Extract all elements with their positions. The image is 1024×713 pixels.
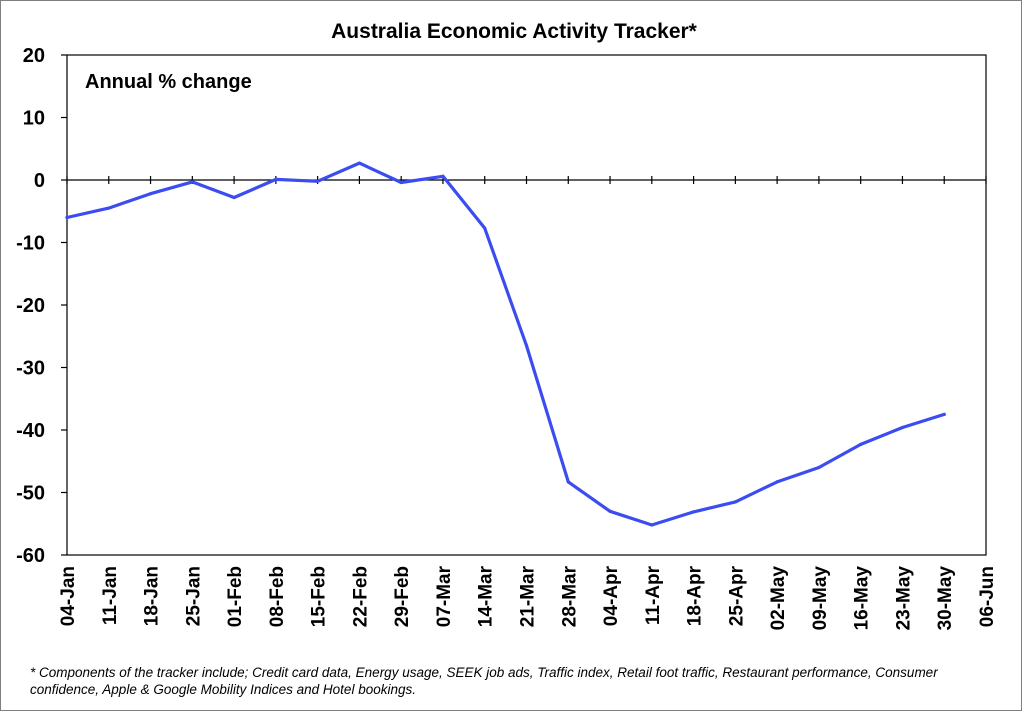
x-tick-label: 09-May xyxy=(810,566,831,631)
x-tick-label: 21-Mar xyxy=(518,565,539,627)
data-point xyxy=(190,180,194,184)
data-point xyxy=(566,480,570,484)
x-tick-label: 18-Apr xyxy=(685,565,706,626)
x-tick-label: 02-May xyxy=(768,566,789,631)
data-point xyxy=(148,192,153,196)
x-tick-label: 08-Feb xyxy=(267,566,288,627)
x-tick-label: 29-Feb xyxy=(392,566,413,627)
y-tick-label: -40 xyxy=(16,420,45,442)
data-point xyxy=(817,465,821,470)
data-point xyxy=(733,500,737,504)
data-point xyxy=(608,509,612,513)
data-point xyxy=(316,179,320,183)
series-line-0 xyxy=(65,161,946,527)
data-point xyxy=(483,226,487,230)
chart-title: Australia Economic Activity Tracker* xyxy=(331,20,698,43)
x-tick-label: 30-May xyxy=(935,566,956,631)
data-point xyxy=(107,206,111,210)
x-tick-label: 01-Feb xyxy=(225,566,246,627)
data-point xyxy=(357,161,362,165)
y-tick-label: 20 xyxy=(23,45,45,67)
x-tick-label: 22-Feb xyxy=(350,566,371,627)
y-tick-label: -60 xyxy=(16,545,45,567)
data-point xyxy=(691,510,696,514)
data-point xyxy=(650,523,654,527)
data-point xyxy=(399,180,403,185)
y-axis: 20 10 0 -10 -20 -30 -40 -50 -60 xyxy=(16,45,67,567)
x-tick-label: 23-May xyxy=(893,566,914,631)
x-tick-label: 15-Feb xyxy=(309,566,330,627)
x-tick-label: 14-Mar xyxy=(476,565,497,627)
data-point xyxy=(775,480,779,484)
x-tick-label: 06-Jun xyxy=(977,566,998,627)
data-point xyxy=(859,442,863,446)
x-tick-label: 11-Apr xyxy=(643,565,664,625)
x-tick-label: 28-Mar xyxy=(559,565,580,627)
y-tick-label: 0 xyxy=(34,170,45,192)
y-tick-label: 10 xyxy=(23,108,45,130)
x-tick-label: 04-Jan xyxy=(58,566,79,626)
plot-area xyxy=(66,54,987,556)
x-tick-label: 16-May xyxy=(852,566,873,631)
data-point xyxy=(65,215,69,220)
y-tick-label: -50 xyxy=(16,483,45,505)
x-tick-label: 07-Mar xyxy=(434,565,455,627)
x-tick-label: 04-Apr xyxy=(601,565,622,626)
series-layer xyxy=(65,161,946,527)
data-point xyxy=(524,344,529,348)
x-tick-label: 25-Apr xyxy=(726,565,747,626)
y-tick-label: -20 xyxy=(16,295,45,317)
y-axis-label: Annual % change xyxy=(85,71,252,93)
footnote: * Components of the tracker include; Cre… xyxy=(30,665,938,697)
x-tick-label: 18-Jan xyxy=(142,566,163,626)
x-axis: 04-Jan 11-Jan 18-Jan 25-Jan 01-Feb 08-Feb 15-F… xyxy=(58,176,998,630)
data-point xyxy=(942,412,946,416)
y-tick-label: -30 xyxy=(16,358,45,380)
y-tick-label: -10 xyxy=(16,233,45,255)
data-point xyxy=(441,174,445,178)
data-point xyxy=(232,195,236,200)
x-tick-label: 25-Jan xyxy=(183,566,204,626)
data-point xyxy=(900,425,905,430)
data-point xyxy=(274,177,278,181)
x-tick-label: 11-Jan xyxy=(100,566,121,625)
